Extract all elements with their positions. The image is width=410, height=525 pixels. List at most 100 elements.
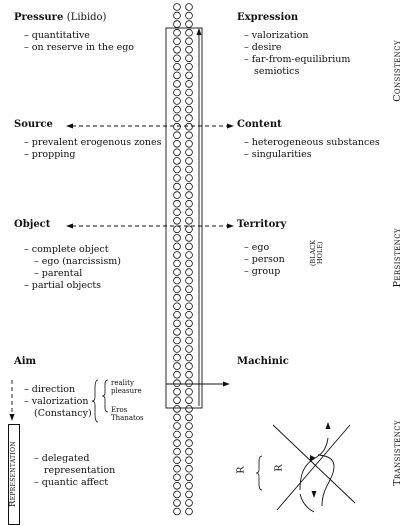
aim-title: Aim	[14, 356, 37, 367]
machinic-title: Machinic	[237, 356, 289, 367]
column-circle	[173, 174, 181, 182]
column-circle	[185, 413, 193, 422]
column-circle	[185, 336, 193, 345]
territory-title: Territory	[237, 219, 287, 230]
column-circle	[185, 259, 193, 268]
column-circle	[185, 405, 193, 413]
column-circle	[185, 490, 193, 499]
column-circle	[173, 336, 181, 345]
column-circle	[173, 97, 181, 105]
column-circle	[173, 88, 181, 97]
column-circle	[185, 157, 193, 165]
column-circle	[173, 413, 181, 422]
column-circle	[173, 319, 181, 328]
column-circle	[185, 234, 193, 242]
column-circle	[185, 45, 193, 54]
column-circle	[173, 456, 181, 465]
column-circle	[185, 114, 193, 122]
column-circle	[185, 456, 193, 465]
aim-representation-items: – delegated representation – quantic aff…	[34, 453, 116, 488]
column-circle	[173, 105, 181, 114]
column-circle	[185, 285, 193, 294]
column-circle	[173, 131, 181, 140]
column-circle	[173, 157, 181, 165]
column-circle	[185, 464, 193, 473]
r-label-inner: R	[273, 464, 285, 472]
column-circle	[185, 430, 193, 439]
column-circle	[185, 80, 193, 88]
column-circle	[185, 199, 193, 208]
column-circle	[173, 439, 181, 447]
r-label-outer: R	[235, 466, 247, 474]
column-circle	[173, 379, 181, 388]
column-circle	[173, 191, 181, 199]
column-circle	[173, 208, 181, 217]
object-title: Object	[14, 219, 51, 230]
column-circle	[173, 217, 181, 225]
column-circle	[173, 234, 181, 242]
column-circle	[185, 217, 193, 225]
column-circle	[185, 182, 193, 191]
column-circle	[185, 396, 193, 405]
column-circle	[185, 140, 193, 148]
column-circle	[173, 387, 181, 396]
expression-title: Expression	[237, 12, 299, 23]
column-circle	[185, 191, 193, 199]
column-circle	[185, 345, 193, 353]
column-circle	[173, 422, 181, 430]
content-title: Content	[237, 119, 282, 130]
column-circle	[173, 242, 181, 251]
column-circle	[185, 174, 193, 182]
column-circle	[173, 140, 181, 148]
column-circle	[185, 122, 193, 131]
column-circle	[173, 490, 181, 499]
band-persistency: Persistency	[392, 228, 403, 288]
column-circle	[185, 225, 193, 234]
column-circle	[185, 319, 193, 328]
expression-items: – valorization – desire – far-from-equil…	[244, 30, 351, 77]
column-circle	[173, 370, 181, 379]
column-circle	[173, 268, 181, 276]
pressure-items: – quantitative – on reserve in the ego	[24, 30, 135, 53]
column-circle	[185, 293, 193, 302]
column-circle	[173, 114, 181, 122]
circle-column	[173, 3, 193, 516]
column-circle	[173, 285, 181, 294]
column-circle	[173, 310, 181, 319]
column-circle	[185, 328, 193, 336]
column-circle	[173, 328, 181, 336]
column-circle	[185, 208, 193, 217]
representation-label: Representation	[8, 441, 18, 508]
column-circle	[185, 439, 193, 447]
column-circle	[173, 45, 181, 54]
column-circle	[185, 28, 193, 37]
column-circle	[173, 28, 181, 37]
source-items: – prevalent erogenous zones – propping	[24, 137, 162, 160]
column-circle	[185, 370, 193, 379]
content-items: – heterogeneous substances – singulariti…	[244, 137, 380, 160]
black-hole-label: (BLACK HOLE)	[309, 240, 324, 267]
column-circle	[185, 37, 193, 45]
object-items: – complete object – ego (narcissism) – p…	[24, 244, 121, 291]
column-circle	[185, 507, 193, 516]
column-circle	[173, 165, 181, 174]
column-circle	[173, 507, 181, 516]
aim-items: – direction – valorization (Constancy)	[24, 384, 92, 419]
column-circle	[185, 353, 193, 362]
column-circle	[185, 268, 193, 276]
column-circle	[173, 11, 181, 20]
column-circle	[173, 71, 181, 80]
column-circle	[173, 37, 181, 45]
column-circle	[185, 276, 193, 285]
column-circle	[173, 122, 181, 131]
column-circle	[173, 430, 181, 439]
column-circle	[173, 182, 181, 191]
column-circle	[185, 387, 193, 396]
column-circle	[185, 20, 193, 28]
column-circle	[173, 225, 181, 234]
column-circle	[173, 259, 181, 268]
column-circle	[173, 251, 181, 259]
column-circle	[185, 447, 193, 456]
column-circle	[185, 131, 193, 140]
column-circle	[185, 88, 193, 97]
